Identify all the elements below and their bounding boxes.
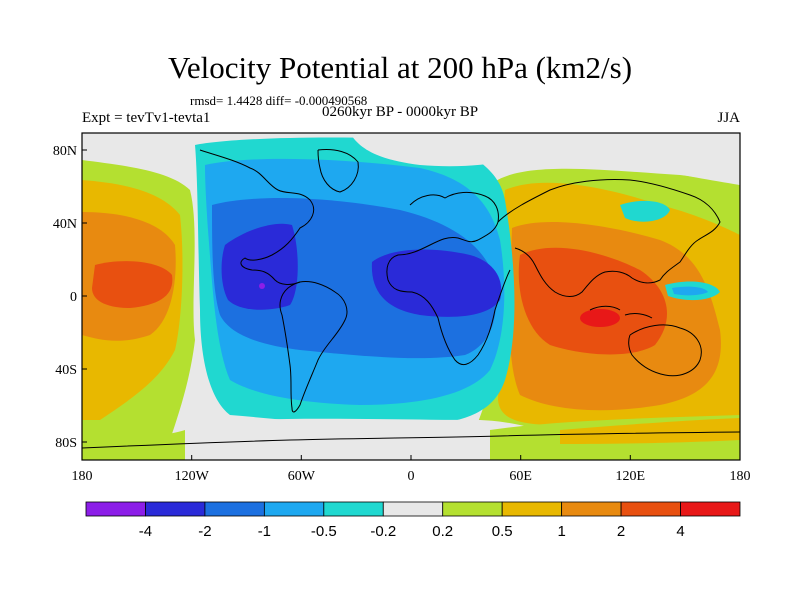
colorbar-labels: -4 -2 -1 -0.5 -0.2 0.2 0.5 1 2 4 — [139, 523, 685, 540]
colorbar-swatch — [680, 501, 741, 517]
coastlines — [81, 149, 741, 449]
field-region-arctic — [350, 133, 560, 167]
colorbar — [85, 501, 741, 517]
coast-australia — [628, 324, 702, 377]
field-region-neg-6 — [259, 283, 265, 289]
velocity-potential-field — [82, 133, 740, 460]
colorbar-label: 2 — [617, 523, 625, 540]
x-tick-label: 180 — [72, 469, 93, 484]
x-tick-label: 0 — [408, 469, 415, 484]
map-title: Velocity Potential at 200 hPa (km2/s) — [167, 50, 633, 85]
coast-asia — [497, 179, 721, 297]
colorbar-swatch — [145, 501, 206, 517]
colorbar-label: -0.2 — [370, 523, 396, 540]
coast-antarctica — [81, 431, 741, 449]
y-tick-label: 80S — [55, 436, 77, 451]
colorbar-label: 0.5 — [492, 523, 513, 540]
field-region-neg-5 — [371, 249, 502, 317]
colorbar-swatch — [442, 501, 503, 517]
coast-south-america — [279, 281, 348, 413]
y-tick-label: 40N — [53, 217, 77, 232]
field-region-arctic-1 — [620, 200, 670, 222]
coast-north-america — [199, 149, 315, 285]
field-region-neg-4 — [221, 223, 298, 310]
period-text: 0260kyr BP - 0000kyr BP — [322, 104, 479, 120]
colorbar-label: -4 — [139, 523, 152, 540]
y-axis-ticks — [82, 149, 87, 443]
colorbar-label: 1 — [557, 523, 565, 540]
field-region-pos-east-3 — [518, 247, 667, 355]
stats-text: rmsd= 1.4428 diff= -0.000490568 — [190, 93, 368, 108]
colorbar-swatch — [204, 501, 265, 517]
field-region-arctic-3 — [672, 286, 708, 296]
y-tick-label: 40S — [55, 363, 77, 378]
colorbar-label: 4 — [676, 523, 684, 540]
field-region-pos-east-4 — [580, 309, 620, 327]
colorbar-swatch — [501, 501, 563, 517]
x-axis-labels: 180 120W 60W 0 60E 120E 180 — [72, 469, 751, 484]
colorbar-swatch — [620, 501, 681, 517]
coast-greenland — [317, 149, 359, 193]
colorbar-label: -2 — [198, 523, 211, 540]
colorbar-swatch — [323, 501, 384, 517]
x-tick-label: 120E — [616, 469, 646, 484]
x-tick-label: 180 — [730, 469, 751, 484]
experiment-label: Expt = tevTv1-tevta1 — [82, 110, 211, 126]
x-axis-ticks — [81, 455, 741, 460]
y-tick-label: 80N — [53, 144, 77, 159]
colorbar-swatch — [561, 501, 622, 517]
coast-europe-africa — [386, 191, 511, 366]
field-region-southern-band — [180, 418, 560, 460]
colorbar-label: -0.5 — [311, 523, 337, 540]
season-label: JJA — [717, 110, 740, 126]
field-region-antarctic-pos — [82, 430, 185, 460]
colorbar-swatch — [85, 501, 146, 517]
field-region-pos-west-3 — [92, 261, 173, 308]
colorbar-label: 0.2 — [432, 523, 453, 540]
colorbar-swatch — [382, 501, 444, 517]
x-tick-label: 60E — [509, 469, 532, 484]
x-tick-label: 120W — [175, 469, 210, 484]
coast-indonesia — [589, 305, 653, 319]
colorbar-label: -1 — [258, 523, 271, 540]
x-tick-label: 60W — [288, 469, 316, 484]
field-region-arctic-5 — [638, 133, 740, 185]
y-tick-label: 0 — [70, 290, 77, 305]
colorbar-swatch — [263, 501, 325, 517]
field-region-antarctic-pos-2 — [560, 418, 740, 444]
field-region-arctic-4 — [82, 133, 200, 160]
y-axis-labels: 80N 40N 0 40S 80S — [53, 144, 77, 451]
